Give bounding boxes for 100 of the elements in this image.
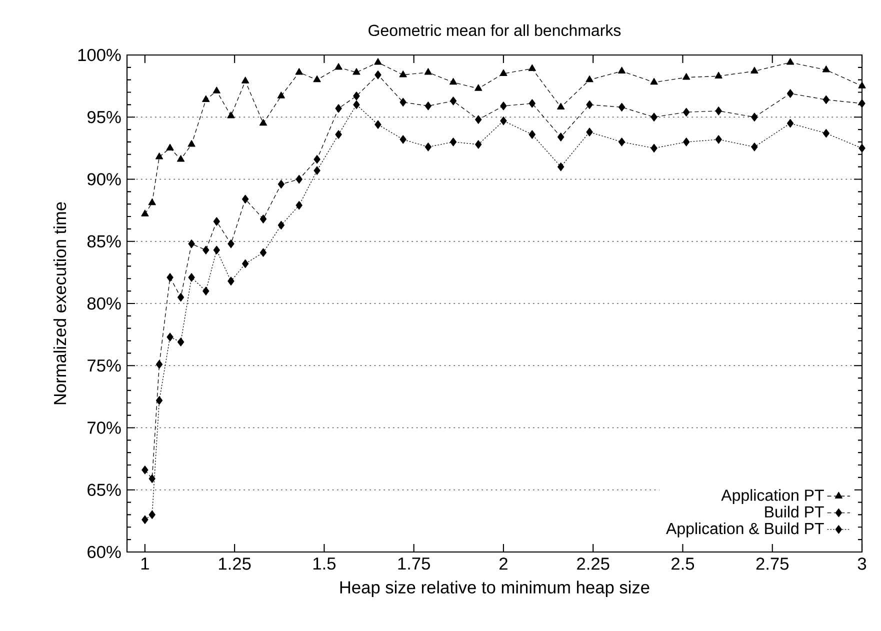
y-tick-label: 60%: [88, 546, 121, 558]
point: [822, 128, 830, 138]
x-axis-title: Heap size relative to minimum heap size: [340, 580, 650, 597]
y-tick-label: 80%: [87, 297, 121, 310]
point: [750, 66, 758, 74]
x-tick-label: 1.75: [398, 558, 430, 570]
point: [374, 70, 382, 80]
point: [858, 144, 866, 153]
point: [500, 116, 507, 126]
point: [156, 360, 163, 369]
point: [296, 174, 302, 184]
point: [296, 200, 302, 210]
point: [682, 73, 690, 80]
y-tick-label: 70%: [88, 422, 121, 434]
point: [474, 84, 482, 91]
point: [786, 89, 794, 98]
point: [335, 130, 342, 139]
point: [242, 76, 250, 84]
point: [242, 194, 249, 204]
point: [202, 286, 210, 296]
x-tick-label: 2.5: [672, 558, 694, 570]
x-tick-label: 2: [500, 558, 508, 570]
point: [450, 96, 457, 106]
point: [259, 118, 268, 126]
point: [751, 142, 758, 152]
point: [424, 102, 432, 110]
point: [450, 138, 457, 146]
point: [618, 102, 626, 112]
point: [353, 92, 360, 100]
point: [528, 99, 536, 108]
point: [212, 86, 220, 94]
point: [650, 112, 658, 122]
point: [166, 144, 174, 151]
point: [260, 248, 267, 257]
point: [148, 198, 156, 206]
point: [142, 466, 148, 474]
point: [202, 246, 210, 254]
legend-label: Application & Build PT: [666, 522, 824, 538]
point: [786, 118, 794, 128]
point: [650, 144, 658, 153]
point: [715, 135, 722, 144]
point: [314, 155, 320, 164]
point: [278, 220, 285, 230]
point: [822, 95, 830, 104]
x-tick-label: 2.25: [577, 558, 610, 570]
point: [188, 140, 196, 147]
x-tick-label: 1.25: [219, 558, 251, 570]
point: [227, 112, 235, 118]
point: [500, 102, 507, 110]
point: [475, 115, 482, 124]
point: [314, 166, 320, 175]
point: [353, 100, 360, 110]
y-tick-label: 90%: [88, 173, 121, 186]
point: [528, 130, 536, 139]
x-tick-label: 1.5: [313, 558, 336, 570]
point: [475, 140, 482, 149]
y-axis-title: Normalized execution time: [53, 202, 66, 404]
point: [213, 217, 220, 226]
point: [682, 138, 690, 146]
point: [786, 58, 794, 65]
point: [618, 66, 626, 74]
point: [177, 338, 184, 346]
point: [618, 138, 626, 146]
point: [228, 240, 234, 248]
point: [334, 63, 342, 70]
point: [335, 104, 342, 113]
point: [228, 276, 234, 286]
point: [166, 332, 174, 342]
point: [148, 474, 156, 484]
point: [586, 100, 593, 110]
point: [352, 68, 360, 75]
point: [148, 510, 156, 520]
point: [682, 108, 690, 116]
point: [188, 273, 195, 282]
point: [400, 135, 406, 144]
point: [822, 66, 830, 72]
point: [374, 120, 382, 129]
point: [650, 78, 658, 85]
point: [500, 69, 508, 76]
point: [156, 396, 163, 405]
point: [176, 155, 185, 162]
point: [424, 142, 432, 152]
point: [858, 82, 866, 88]
point: [242, 259, 249, 268]
chart-title: Geometric mean for all benchmarks: [368, 24, 621, 36]
point: [166, 273, 174, 282]
point: [528, 64, 536, 71]
point: [260, 214, 267, 224]
point: [715, 106, 722, 116]
point: [858, 99, 866, 108]
point: [313, 76, 321, 82]
y-tick-label: 65%: [88, 484, 121, 496]
point: [295, 68, 303, 75]
x-tick-label: 1: [141, 558, 149, 570]
point: [374, 58, 382, 65]
point: [558, 132, 564, 142]
y-tick-label: 100%: [78, 48, 121, 62]
y-tick-label: 95%: [88, 110, 121, 124]
legend-label: Application PT: [721, 489, 824, 504]
x-tick-label: 3: [858, 558, 866, 570]
